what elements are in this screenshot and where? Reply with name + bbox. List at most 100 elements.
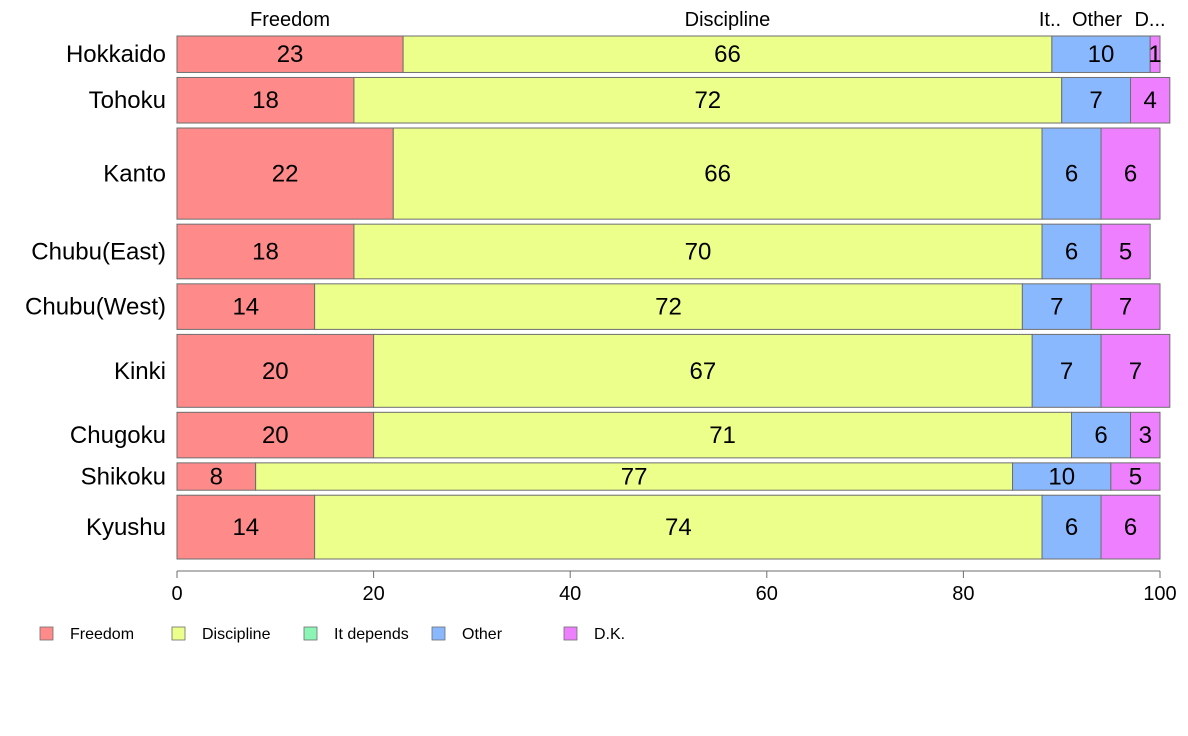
category-label: Kanto (103, 161, 166, 188)
data-label: 22 (272, 161, 299, 188)
bar-segment-discipline (353, 76, 1063, 124)
category-label: Hokkaido (66, 41, 166, 68)
category-label: Chugoku (70, 422, 166, 449)
bar-segment-other (1041, 223, 1102, 280)
legend-item-freedom: Freedom (39, 626, 134, 643)
data-label: 6 (1124, 161, 1137, 188)
data-label: 6 (1065, 238, 1078, 265)
bar-segment-d-k- (1100, 333, 1171, 408)
bar-segment-d-k- (1100, 127, 1161, 220)
data-label: 5 (1119, 238, 1132, 265)
bar-segment-discipline (353, 223, 1043, 280)
x-axis: 0 20 40 60 80 100 (171, 570, 1177, 605)
bar-segment-freedom (176, 35, 404, 73)
x-tick-label: 0 (171, 583, 182, 605)
data-label: 66 (704, 161, 731, 188)
bar-segment-discipline (373, 411, 1073, 459)
data-label: 1 (1148, 41, 1161, 68)
data-label: 18 (252, 238, 279, 265)
bar-segment-other (1051, 35, 1151, 73)
legend-item-it-depends: It depends (303, 626, 409, 643)
data-label: 14 (232, 514, 259, 541)
legend-swatch (171, 626, 186, 641)
bar-segment-discipline (373, 333, 1033, 408)
bar-segment-d-k- (1100, 223, 1151, 280)
x-tick-label: 40 (559, 583, 581, 605)
legend-label: D.K. (594, 626, 625, 643)
data-label: 7 (1119, 294, 1132, 321)
data-label: 7 (1089, 87, 1102, 114)
data-label: 72 (694, 87, 721, 114)
bar-segment-other (1061, 76, 1132, 124)
data-label: 3 (1139, 422, 1152, 449)
legend-label: Freedom (70, 626, 134, 643)
bar-row-kinki: 20 67 7 7 (176, 333, 1171, 408)
bar-row-chugoku: 20 71 6 3 (176, 411, 1161, 459)
x-tick-label: 80 (952, 583, 974, 605)
legend-swatch (431, 626, 446, 641)
bar-row-chubu-east-: 18 70 6 5 (176, 223, 1151, 280)
category-label: Kinki (114, 358, 166, 385)
bar-segment-other (1012, 462, 1112, 491)
data-label: 7 (1129, 358, 1142, 385)
legend: Freedom Discipline It depends Other D.K. (39, 626, 625, 643)
x-tick-label: 100 (1143, 583, 1176, 605)
data-label: 72 (655, 294, 682, 321)
data-label: 20 (262, 358, 289, 385)
legend-item-discipline: Discipline (171, 626, 271, 643)
bar-row-tohoku: 18 72 7 4 (176, 76, 1171, 124)
data-label: 20 (262, 422, 289, 449)
data-label: 5 (1129, 464, 1142, 491)
data-label: 66 (714, 41, 741, 68)
bar-segment-discipline (314, 494, 1043, 560)
series-header-labels: Freedom Discipline It.. Other D... (250, 9, 1166, 31)
series-header-label: It.. (1039, 9, 1061, 31)
bar-segment-discipline (402, 35, 1053, 73)
legend-label: It depends (334, 626, 409, 643)
bar-segment-other (1021, 283, 1092, 330)
data-label: 23 (277, 41, 304, 68)
bar-segment-discipline (392, 127, 1043, 220)
legend-item-other: Other (431, 626, 503, 643)
bar-segment-freedom (176, 411, 375, 459)
category-label: Shikoku (81, 464, 166, 491)
category-label: Tohoku (89, 87, 166, 114)
series-header-label: Discipline (685, 9, 771, 31)
bar-segment-other (1041, 127, 1102, 220)
data-label: 7 (1060, 358, 1073, 385)
bar-segment-d-k- (1090, 283, 1161, 330)
legend-swatch (563, 626, 578, 641)
category-label: Chubu(West) (25, 294, 166, 321)
bar-segment-freedom (176, 494, 316, 560)
data-label: 74 (665, 514, 692, 541)
data-label: 4 (1143, 87, 1156, 114)
legend-label: Other (462, 626, 503, 643)
category-labels: Hokkaido Tohoku Kanto Chubu(East) Chubu(West… (25, 41, 166, 541)
bar-segment-discipline (255, 462, 1014, 491)
data-label: 67 (690, 358, 717, 385)
data-label: 77 (621, 464, 648, 491)
series-header-label: Other (1072, 9, 1122, 31)
bar-segment-d-k- (1149, 35, 1161, 73)
category-label: Kyushu (86, 514, 166, 541)
legend-swatch (303, 626, 318, 641)
data-label: 71 (709, 422, 736, 449)
bar-row-kyushu: 14 74 6 6 (176, 494, 1161, 560)
category-label: Chubu(East) (31, 238, 166, 265)
bar-segment-d-k- (1130, 411, 1161, 459)
data-label: 6 (1065, 514, 1078, 541)
bar-segment-other (1041, 494, 1102, 560)
data-label: 6 (1094, 422, 1107, 449)
data-label: 6 (1065, 161, 1078, 188)
data-label: 18 (252, 87, 279, 114)
bar-row-chubu-west-: 14 72 7 7 (176, 283, 1161, 330)
bar-row-shikoku: 8 77 10 5 (176, 462, 1161, 491)
bar-segment-d-k- (1130, 76, 1171, 124)
bar-row-hokkaido: 23 66 10 1 (176, 35, 1162, 73)
bar-segment-freedom (176, 462, 257, 491)
data-label: 14 (232, 294, 259, 321)
series-header-label: D... (1134, 9, 1165, 31)
legend-item-d-k-: D.K. (563, 626, 625, 643)
data-label: 7 (1050, 294, 1063, 321)
legend-label: Discipline (202, 626, 271, 643)
